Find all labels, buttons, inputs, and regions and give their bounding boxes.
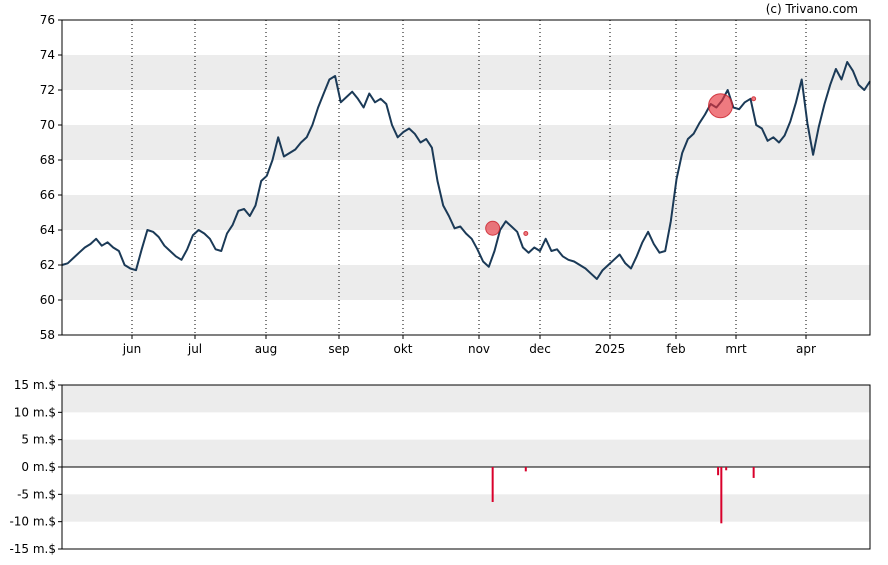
month-tick-label: feb (666, 342, 685, 356)
flow-y-tick-label: -5 m.$ (17, 487, 56, 501)
price-y-tick-label: 74 (40, 48, 55, 62)
month-tick-label: jul (187, 342, 202, 356)
flow-y-tick-label: 5 m.$ (21, 433, 56, 447)
month-tick-label: jun (122, 342, 142, 356)
price-y-tick-label: 72 (40, 83, 55, 97)
month-tick-label: dec (529, 342, 551, 356)
price-y-tick-label: 60 (40, 293, 55, 307)
flow-bar (752, 467, 755, 478)
price-plot-frame (61, 19, 871, 336)
price-event-marker (751, 96, 757, 102)
flow-band (62, 385, 870, 413)
flow-band (62, 439, 870, 467)
price-y-tick-label: 68 (40, 153, 55, 167)
price-y-tick-label: 64 (40, 223, 55, 237)
flow-bar (725, 467, 728, 471)
flow-plot-frame (61, 384, 871, 550)
month-tick-label: sep (328, 342, 349, 356)
month-tick-label: aug (255, 342, 278, 356)
flow-y-tick-label: -15 m.$ (9, 542, 56, 556)
price-event-marker (523, 231, 529, 236)
price-band (62, 265, 870, 300)
chart-credit: (c) Trivano.com (765, 2, 858, 16)
price-y-tick-label: 58 (40, 328, 55, 342)
month-tick-label: apr (796, 342, 816, 356)
flow-bar-chart: 15 m.$ 10 m.$ 5 m.$ 0 m.$ -5 m.$ -10 m.$ -15 m… (9, 378, 871, 556)
month-tick-label: mrt (725, 342, 747, 356)
flow-bar (491, 467, 494, 502)
flow-bar (720, 467, 723, 524)
price-band (62, 195, 870, 230)
flow-band (62, 494, 870, 522)
month-tick-label: okt (394, 342, 413, 356)
price-series-line (61, 61, 871, 280)
price-band (62, 125, 870, 160)
flow-y-tick-label: -10 m.$ (9, 515, 56, 529)
flow-bar (717, 467, 720, 476)
month-tick-label: nov (468, 342, 490, 356)
price-band (62, 55, 870, 90)
price-y-tick-label: 70 (40, 118, 55, 132)
price-y-tick-label: 66 (40, 188, 55, 202)
price-y-tick-label: 62 (40, 258, 55, 272)
price-y-tick-label: 76 (40, 13, 55, 27)
month-tick-label: 2025 (595, 342, 626, 356)
flow-y-tick-label: 0 m.$ (21, 460, 56, 474)
price-event-marker (708, 93, 734, 119)
flow-y-tick-label: 15 m.$ (14, 378, 56, 392)
flow-y-tick-label: 10 m.$ (14, 405, 56, 419)
price-event-marker (485, 220, 501, 236)
price-line-chart: jun jul aug sep okt nov dec 2025 feb mrt apr 58 60 62… (40, 13, 871, 356)
flow-bar (524, 467, 527, 472)
